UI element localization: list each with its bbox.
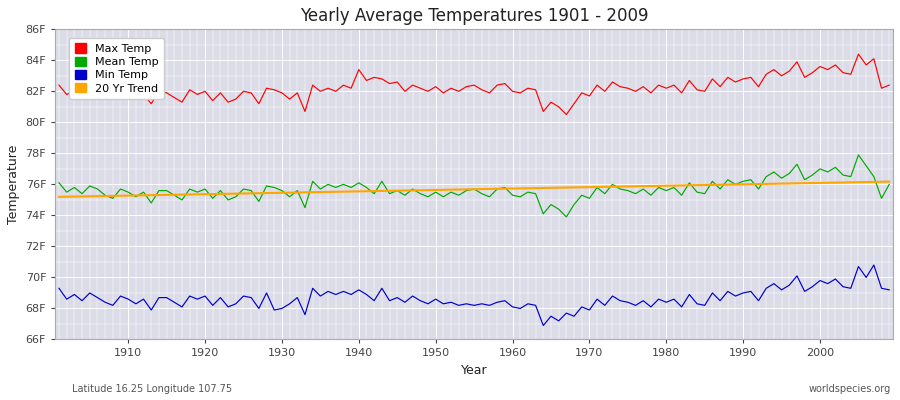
Text: worldspecies.org: worldspecies.org: [809, 384, 891, 394]
Title: Yearly Average Temperatures 1901 - 2009: Yearly Average Temperatures 1901 - 2009: [300, 7, 648, 25]
Y-axis label: Temperature: Temperature: [7, 145, 20, 224]
X-axis label: Year: Year: [461, 364, 488, 377]
Text: Latitude 16.25 Longitude 107.75: Latitude 16.25 Longitude 107.75: [72, 384, 232, 394]
Legend: Max Temp, Mean Temp, Min Temp, 20 Yr Trend: Max Temp, Mean Temp, Min Temp, 20 Yr Tre…: [69, 38, 164, 99]
